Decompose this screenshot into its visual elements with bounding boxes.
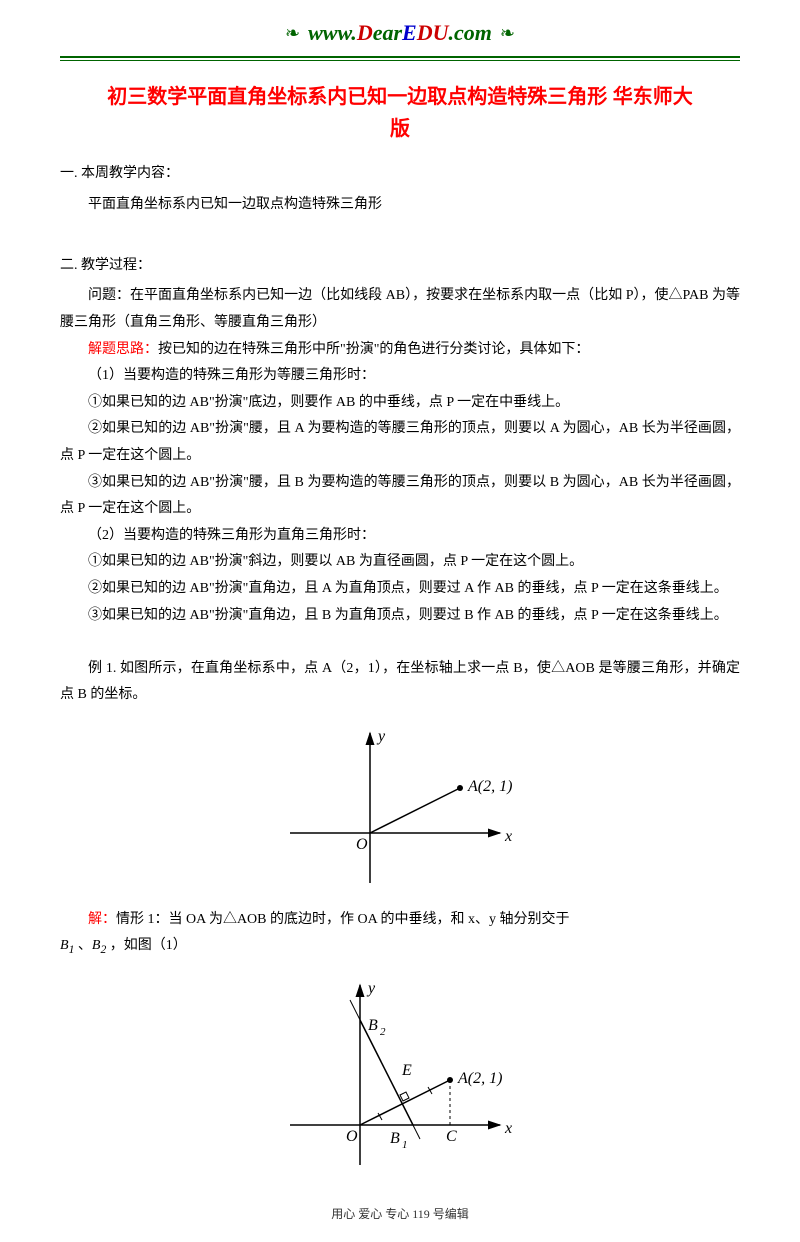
svg-text:1: 1 <box>402 1139 408 1151</box>
solution-approach: 解题思路：按已知的边在特殊三角形中所"扮演"的角色进行分类讨论，具体如下： <box>60 337 740 364</box>
leaf-icon-right: ❧ <box>500 23 515 44</box>
svg-text:x: x <box>504 1120 512 1137</box>
svg-text:y: y <box>366 980 376 997</box>
header-divider <box>60 56 740 61</box>
case-1-sub2: ②如果已知的边 AB"扮演"腰，且 A 为要构造的等腰三角形的顶点，则要以 A … <box>60 416 740 469</box>
leaf-icon-left: ❧ <box>285 23 300 44</box>
approach-label: 解题思路： <box>88 342 158 357</box>
case-2-sub2: ②如果已知的边 AB"扮演"直角边，且 A 为直角顶点，则要过 A 作 AB 的… <box>60 576 740 603</box>
case-1-sub1: ①如果已知的边 AB"扮演"底边，则要作 AB 的中垂线，点 P 一定在中垂线上… <box>60 390 740 417</box>
svg-text:C: C <box>446 1128 457 1145</box>
case-2-sub3: ③如果已知的边 AB"扮演"直角边，且 B 为直角顶点，则要过 B 作 AB 的… <box>60 603 740 630</box>
page-footer: 用心 爱心 专心 119 号编辑 <box>60 1205 740 1222</box>
svg-text:B: B <box>368 1017 378 1034</box>
case-1: （1）当要构造的特殊三角形为等腰三角形时： <box>60 363 740 390</box>
problem-statement: 问题：在平面直角坐标系内已知一边（比如线段 AB），按要求在坐标系内取一点（比如… <box>60 283 740 336</box>
case-2: （2）当要构造的特殊三角形为直角三角形时： <box>60 523 740 550</box>
svg-text:x: x <box>504 828 512 845</box>
svg-text:O: O <box>346 1128 358 1145</box>
figure-1: y x O A(2, 1) <box>60 723 740 893</box>
section-1-heading: 一. 本周教学内容： <box>60 161 740 188</box>
figure-2: y x O A(2, 1) B 2 B 1 C E <box>60 975 740 1175</box>
site-logo: ❧ www.DearEDU.com ❧ <box>60 20 740 46</box>
document-title: 初三数学平面直角坐标系内已知一边取点构造特殊三角形 华东师大 版 <box>60 81 740 145</box>
logo-text: www.DearEDU.com <box>308 20 492 46</box>
svg-text:E: E <box>401 1062 412 1079</box>
section-2-heading: 二. 教学过程： <box>60 253 740 280</box>
solution-label: 解： <box>88 912 116 927</box>
case-2-sub1: ①如果已知的边 AB"扮演"斜边，则要以 AB 为直径画圆，点 P 一定在这个圆… <box>60 549 740 576</box>
svg-text:2: 2 <box>380 1026 386 1038</box>
case-1-sub3: ③如果已知的边 AB"扮演"腰，且 B 为要构造的等腰三角形的顶点，则要以 B … <box>60 470 740 523</box>
svg-text:B: B <box>390 1130 400 1147</box>
svg-text:A(2, 1): A(2, 1) <box>457 1070 502 1087</box>
svg-text:A(2, 1): A(2, 1) <box>467 778 512 795</box>
solution-case-1-cont: B1 、B2 ，如图（1） <box>60 933 740 961</box>
solution-case-1: 解：情形 1：当 OA 为△AOB 的底边时，作 OA 的中垂线，和 x、y 轴… <box>60 907 740 934</box>
section-1-content: 平面直角坐标系内已知一边取点构造特殊三角形 <box>60 192 740 219</box>
svg-text:O: O <box>356 836 368 853</box>
svg-text:y: y <box>376 728 386 745</box>
example-1: 例 1. 如图所示，在直角坐标系中，点 A（2，1），在坐标轴上求一点 B，使△… <box>60 656 740 709</box>
